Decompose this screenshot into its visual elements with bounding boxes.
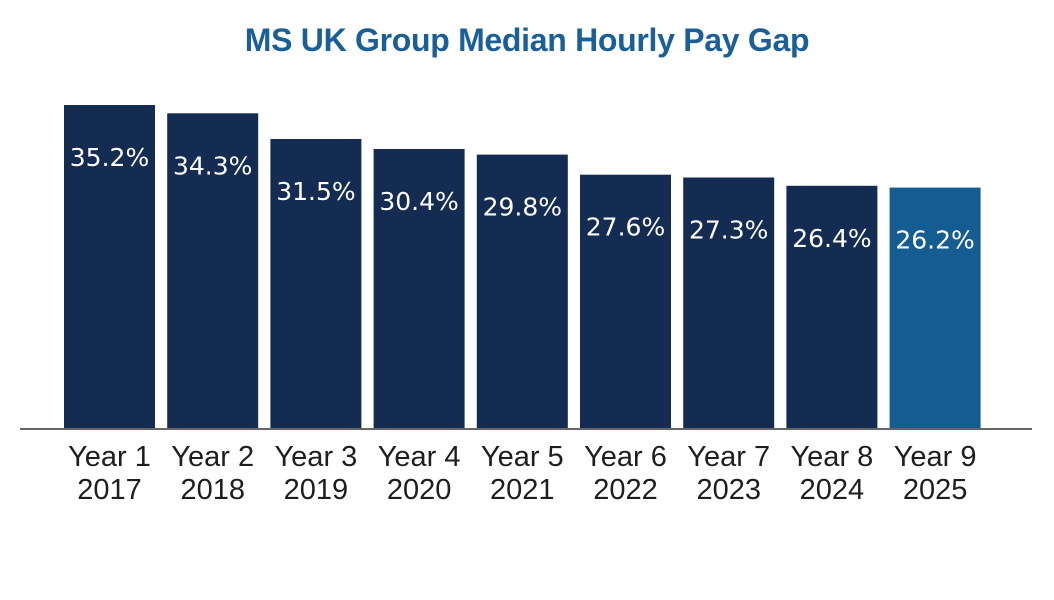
bar-value-label-9: 26.2%: [895, 226, 974, 255]
bar-4: [373, 149, 465, 428]
x-tick-date-label-5: 2021: [490, 474, 555, 506]
bar-1: [64, 105, 155, 428]
bar-value-label-1: 35.2%: [70, 143, 149, 172]
x-tick-year-label-1: Year 1: [68, 441, 151, 473]
bar-6: [580, 174, 671, 428]
bar-value-label-7: 27.3%: [689, 216, 768, 245]
x-tick-date-label-9: 2025: [903, 474, 968, 506]
bars-group: 35.2% 34.3% 31.5% 30.4% 29.8% 27.6% 27.3% 26.4%…: [64, 105, 981, 429]
x-tick-year-label-2: Year 2: [171, 441, 254, 473]
x-tick-date-label-2: 2018: [180, 474, 245, 506]
bar-8: [786, 185, 878, 428]
x-tick-date-label-4: 2020: [387, 474, 452, 506]
x-tick-year-label-7: Year 7: [687, 441, 770, 473]
bar-7: [683, 177, 775, 428]
bar-value-label-4: 30.4%: [379, 187, 458, 216]
x-tick-year-label-6: Year 6: [584, 441, 667, 473]
x-tick-date-label-1: 2017: [77, 474, 142, 506]
bar-9: [889, 187, 981, 428]
x-tick-year-label-5: Year 5: [481, 441, 564, 473]
bar-value-label-2: 34.3%: [173, 151, 252, 180]
bar-value-label-3: 31.5%: [276, 177, 355, 206]
bar-value-label-8: 26.4%: [792, 224, 871, 253]
bar-2: [167, 113, 259, 429]
x-tick-date-label-6: 2022: [593, 474, 658, 506]
x-tick-date-label-8: 2024: [800, 474, 865, 506]
bar-5: [476, 154, 568, 428]
x-tick-year-label-9: Year 9: [894, 441, 977, 473]
bar-value-label-5: 29.8%: [483, 193, 562, 222]
x-tick-date-label-7: 2023: [696, 474, 761, 506]
bar-value-label-6: 27.6%: [586, 213, 665, 242]
chart-title: MS UK Group Median Hourly Pay Gap: [244, 22, 810, 58]
x-tick-year-label-8: Year 8: [791, 441, 874, 473]
x-tick-date-label-3: 2019: [284, 474, 349, 506]
x-tick-year-label-4: Year 4: [378, 441, 461, 473]
x-tick-year-label-3: Year 3: [275, 441, 358, 473]
bar-3: [270, 139, 362, 428]
